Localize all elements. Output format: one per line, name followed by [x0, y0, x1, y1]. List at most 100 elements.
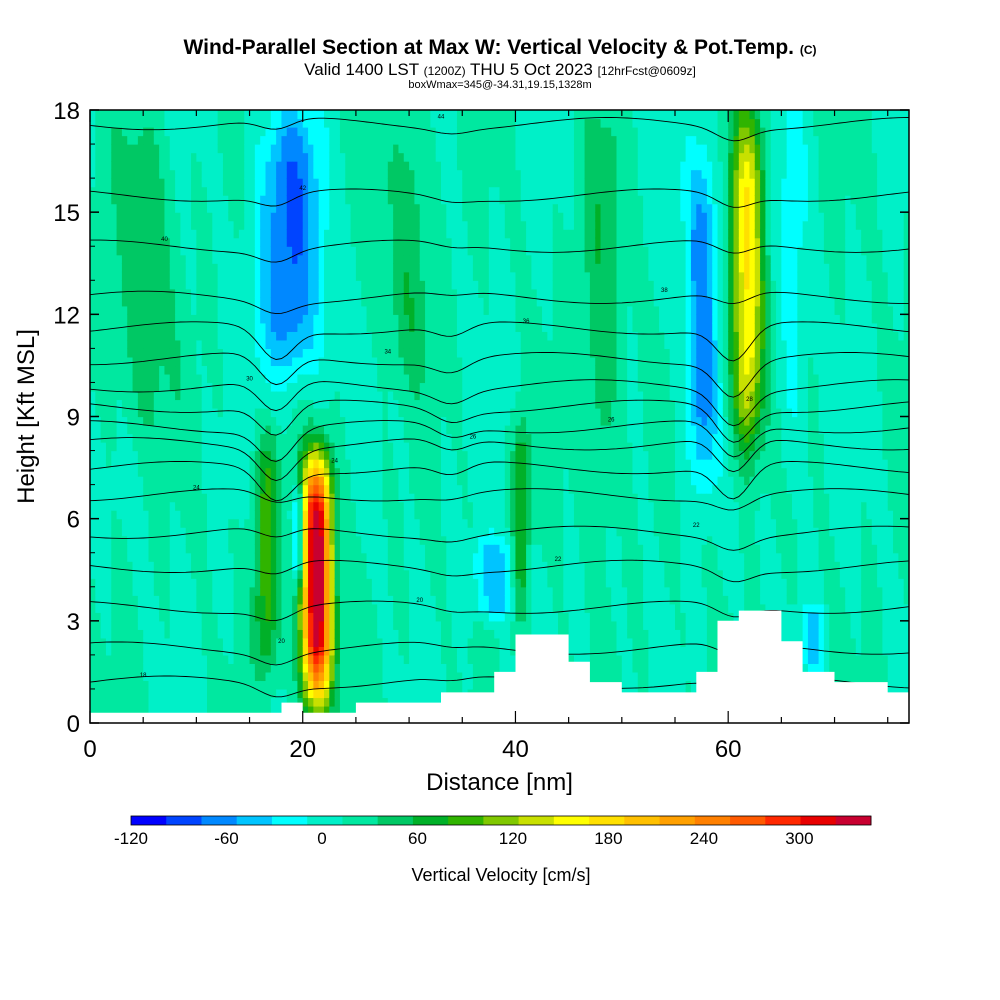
velocity-cell — [249, 365, 256, 375]
velocity-cell — [175, 263, 182, 273]
velocity-cell — [409, 663, 416, 673]
velocity-cell — [382, 382, 389, 392]
velocity-cell — [265, 663, 272, 673]
velocity-cell — [339, 348, 346, 358]
velocity-cell — [260, 195, 267, 205]
velocity-cell — [260, 552, 267, 562]
velocity-cell — [212, 705, 219, 716]
velocity-cell — [393, 297, 400, 307]
velocity-cell — [153, 450, 160, 460]
velocity-cell — [143, 110, 150, 120]
velocity-cell — [127, 331, 134, 341]
velocity-cell — [297, 348, 304, 358]
velocity-cell — [249, 442, 256, 452]
velocity-cell — [217, 476, 224, 486]
velocity-cell — [419, 586, 426, 596]
velocity-cell — [355, 348, 362, 358]
velocity-cell — [398, 348, 405, 358]
velocity-cell — [105, 118, 112, 128]
velocity-cell — [105, 663, 112, 673]
velocity-cell — [127, 390, 134, 401]
velocity-cell — [249, 705, 256, 716]
velocity-cell — [180, 663, 187, 673]
velocity-cell — [276, 663, 283, 673]
velocity-cell — [159, 280, 166, 290]
velocity-cell — [127, 373, 134, 384]
velocity-cell — [345, 399, 352, 409]
velocity-cell — [441, 203, 447, 213]
velocity-cell — [345, 348, 352, 358]
velocity-cell — [292, 169, 299, 179]
velocity-cell — [361, 646, 368, 656]
velocity-cell — [249, 127, 256, 137]
velocity-cell — [100, 144, 107, 154]
velocity-cell — [132, 271, 139, 281]
velocity-cell — [302, 152, 309, 162]
velocity-cell — [339, 203, 346, 213]
velocity-cell — [265, 484, 272, 494]
velocity-cell — [228, 629, 235, 639]
velocity-cell — [159, 433, 166, 443]
velocity-cell — [244, 339, 251, 349]
velocity-cell — [371, 407, 378, 418]
velocity-cell — [249, 552, 256, 562]
velocity-cell — [286, 161, 293, 171]
velocity-cell — [175, 118, 182, 128]
velocity-cell — [249, 373, 256, 384]
velocity-cell — [403, 127, 410, 137]
velocity-cell — [382, 620, 389, 630]
velocity-cell — [419, 433, 426, 443]
velocity-cell — [451, 586, 458, 596]
velocity-cell — [270, 399, 277, 409]
velocity-cell — [233, 169, 240, 179]
velocity-cell — [313, 246, 320, 256]
velocity-cell — [371, 612, 378, 622]
velocity-cell — [127, 518, 134, 528]
velocity-cell — [382, 127, 389, 137]
velocity-cell — [260, 654, 267, 664]
velocity-cell — [201, 280, 208, 290]
velocity-cell — [387, 688, 394, 699]
velocity-cell — [185, 544, 192, 554]
velocity-cell — [175, 161, 182, 171]
velocity-cell — [419, 127, 426, 137]
velocity-cell — [355, 654, 362, 664]
velocity-cell — [334, 484, 341, 494]
velocity-cell — [180, 271, 187, 281]
velocity-cell — [127, 484, 134, 494]
velocity-cell — [425, 339, 431, 349]
velocity-cell — [430, 169, 437, 179]
velocity-cell — [302, 629, 309, 639]
velocity-cell — [393, 535, 400, 545]
velocity-cell — [137, 535, 144, 545]
velocity-cell — [329, 467, 336, 477]
velocity-cell — [451, 254, 458, 264]
velocity-cell — [222, 186, 229, 196]
velocity-cell — [148, 450, 155, 460]
velocity-cell — [228, 620, 235, 630]
velocity-cell — [334, 178, 341, 188]
velocity-cell — [361, 220, 368, 230]
velocity-cell — [281, 544, 288, 554]
velocity-cell — [334, 118, 341, 128]
velocity-cell — [191, 688, 197, 699]
velocity-cell — [361, 178, 368, 188]
velocity-cell — [361, 246, 368, 256]
velocity-cell — [228, 450, 235, 460]
velocity-cell — [201, 127, 208, 137]
velocity-cell — [191, 416, 197, 426]
velocity-cell — [196, 178, 203, 188]
velocity-cell — [95, 680, 102, 690]
velocity-cell — [212, 510, 219, 520]
velocity-cell — [132, 288, 139, 298]
velocity-cell — [425, 586, 431, 596]
velocity-cell — [329, 331, 336, 341]
velocity-cell — [456, 671, 463, 682]
velocity-cell — [249, 527, 256, 537]
velocity-cell — [292, 680, 299, 690]
velocity-cell — [153, 144, 160, 154]
velocity-cell — [249, 331, 256, 341]
velocity-cell — [244, 399, 251, 409]
velocity-cell — [100, 620, 107, 630]
velocity-cell — [137, 144, 144, 154]
